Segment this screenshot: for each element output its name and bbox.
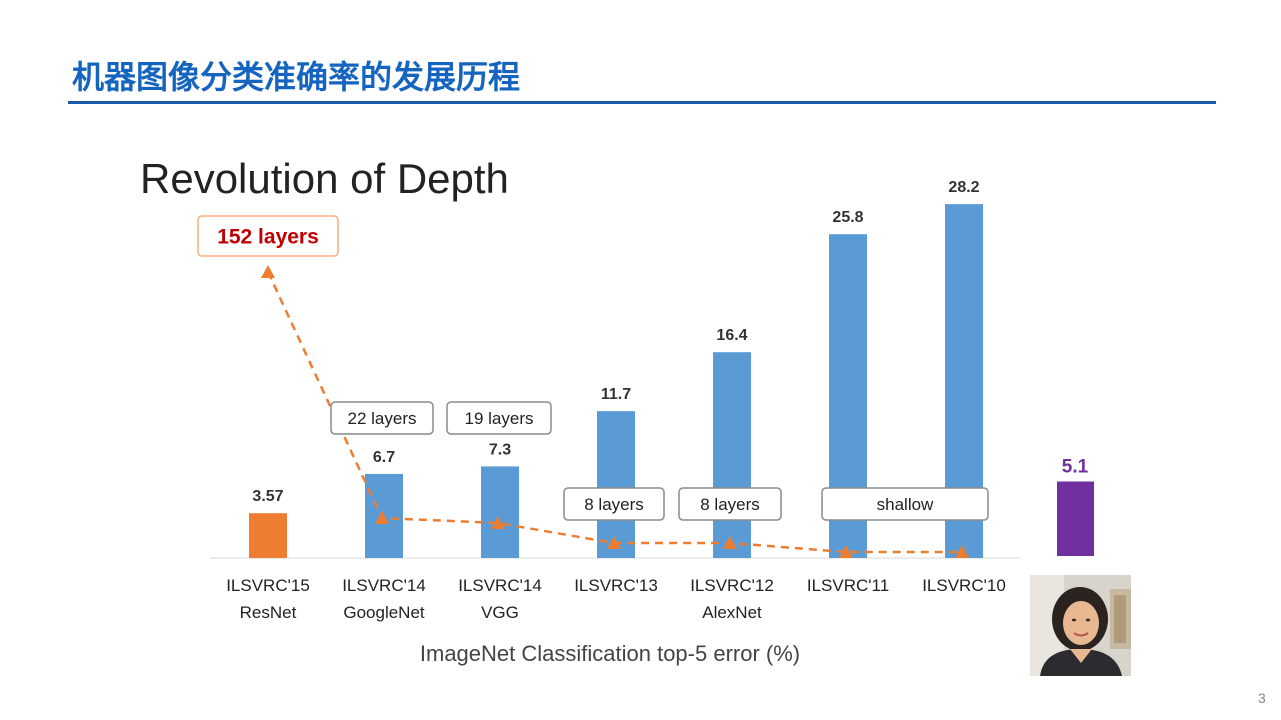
x-tick-label: ILSVRC'10 xyxy=(922,576,1006,595)
slide-title: 机器图像分类准确率的发展历程 xyxy=(72,58,521,96)
bar-value-label: 6.7 xyxy=(373,449,395,466)
person-photo-icon xyxy=(1030,575,1131,676)
bar-extra xyxy=(1057,481,1094,556)
bar xyxy=(481,466,519,558)
bar-value-label: 16.4 xyxy=(716,327,747,344)
slide-number: 3 xyxy=(1258,690,1266,706)
bar-value-label: 3.57 xyxy=(252,488,283,505)
x-tick-label: ILSVRC'14 xyxy=(342,576,426,595)
layer-label: 8 layers xyxy=(584,495,644,514)
layer-label: 8 layers xyxy=(700,495,760,514)
bar-value-label: 25.8 xyxy=(832,209,863,226)
layer-label: 22 layers xyxy=(348,409,417,428)
layer-label-box xyxy=(446,401,552,435)
layer-label: 19 layers xyxy=(465,409,534,428)
bar-value-label: 28.2 xyxy=(948,179,979,196)
x-tick-label: ILSVRC'11 xyxy=(807,576,889,595)
x-tick-label: ILSVRC'12 xyxy=(690,576,774,595)
x-tick-label: ILSVRC'15 xyxy=(226,576,310,595)
layer-label-box xyxy=(678,487,782,521)
depth-trend-marker xyxy=(491,516,505,529)
x-tick-sublabel: GoogleNet xyxy=(343,603,425,622)
portrait-photo xyxy=(1030,575,1131,676)
x-tick-sublabel: AlexNet xyxy=(702,603,762,622)
bar-value-label: 11.7 xyxy=(601,386,631,403)
bar-value-label: 7.3 xyxy=(489,441,511,458)
layer-label-box xyxy=(821,487,989,521)
chart-title: Revolution of Depth xyxy=(140,155,509,202)
title-divider xyxy=(68,101,1216,104)
x-axis-label: ImageNet Classification top-5 error (%) xyxy=(420,641,800,666)
depth-trend-marker xyxy=(261,265,275,278)
x-tick-sublabel: VGG xyxy=(481,603,519,622)
x-tick-label: ILSVRC'13 xyxy=(574,576,658,595)
depth-trend-marker xyxy=(839,545,853,558)
layer-label-box xyxy=(197,215,339,257)
bar xyxy=(713,352,751,558)
x-tick-sublabel: ResNet xyxy=(240,603,297,622)
bar xyxy=(597,411,635,558)
bar-extra-value-label: 5.1 xyxy=(1062,457,1089,478)
layer-label: shallow xyxy=(877,495,934,514)
bar xyxy=(249,513,287,558)
layer-label: 152 layers xyxy=(217,226,319,249)
layer-label-box xyxy=(563,487,665,521)
depth-trend-marker xyxy=(375,511,389,524)
depth-trend-marker xyxy=(723,536,737,549)
depth-trend-marker xyxy=(607,536,621,549)
layer-label-box xyxy=(330,401,434,435)
depth-trend-marker xyxy=(955,545,969,558)
x-tick-label: ILSVRC'14 xyxy=(458,576,542,595)
